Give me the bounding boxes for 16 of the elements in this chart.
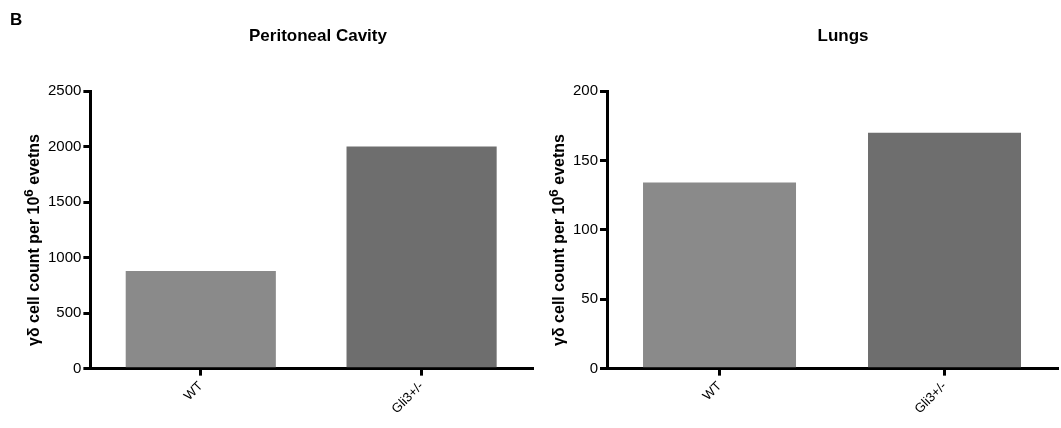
y-tick-label: 2000 [47, 136, 82, 154]
y-tick-label: 1000 [47, 247, 82, 265]
text: B [10, 10, 23, 30]
y-tick-label: 50 [581, 289, 599, 307]
y-tick-label: 100 [573, 219, 599, 237]
x-tick-label: WT [699, 378, 725, 404]
y-tick-label: 0 [73, 358, 82, 376]
y-tick-label: 150 [573, 150, 599, 168]
y-tick-label: 0 [589, 358, 599, 376]
y-tick-label: 200 [573, 81, 599, 99]
chart-title: Peritoneal Cavity [248, 26, 388, 46]
chart-title: Lungs [816, 26, 870, 46]
y-tick-label: 2500 [47, 81, 82, 99]
y-tick-label: 1500 [47, 192, 82, 210]
y-tick-label: 500 [56, 303, 82, 321]
x-tick-label: WT [180, 378, 206, 404]
